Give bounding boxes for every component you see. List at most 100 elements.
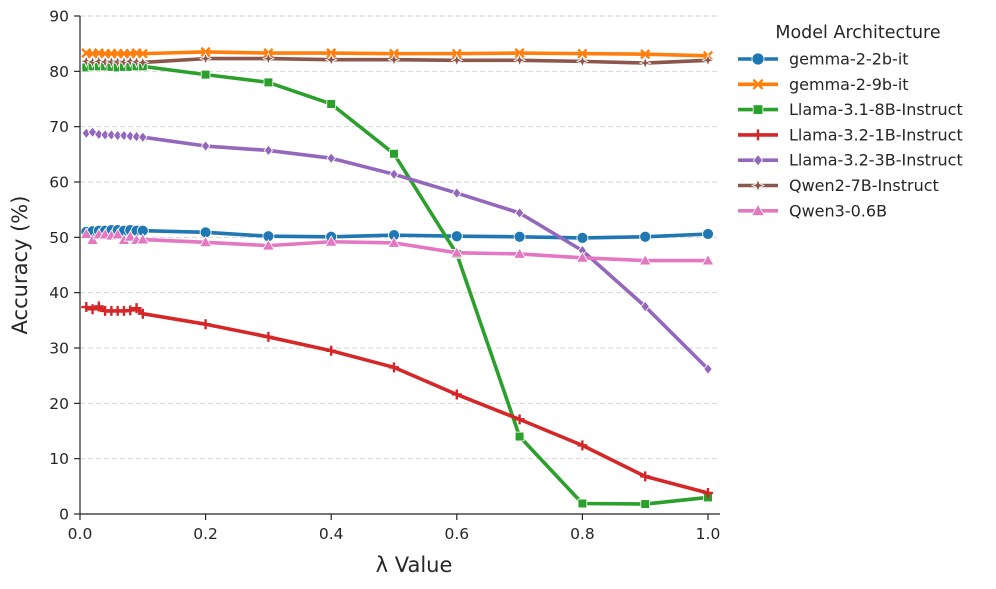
data-point (387, 53, 401, 67)
data-point (113, 129, 123, 142)
y-tick-label: 50 (49, 229, 69, 247)
data-point (577, 48, 588, 59)
data-point (389, 148, 399, 159)
data-point (701, 53, 715, 67)
data-point (577, 498, 588, 509)
series-llama-3-1-8b-instruct (81, 61, 713, 509)
series-layer (79, 46, 715, 509)
data-point (81, 302, 92, 313)
data-point (387, 236, 401, 248)
legend-label: gemma-2-9b-it (789, 75, 909, 94)
legend-marker (751, 52, 765, 66)
y-tick-label: 60 (49, 174, 69, 192)
data-point (326, 345, 337, 356)
data-point (263, 144, 274, 157)
data-point (92, 54, 106, 68)
data-point (451, 389, 462, 400)
data-point (514, 207, 525, 219)
legend-label: Llama-3.2-3B-Instruct (789, 151, 963, 170)
x-axis-title: λ Value (376, 553, 453, 577)
series-qwen2-7b-instruct (79, 52, 715, 70)
data-point (640, 499, 650, 509)
data-point (701, 253, 715, 266)
y-tick-label: 90 (49, 8, 69, 26)
data-point (125, 130, 135, 142)
data-point (87, 304, 98, 315)
y-axis-title: Accuracy (%) (8, 196, 32, 335)
data-point (326, 99, 336, 109)
y-tick-label: 10 (49, 450, 69, 468)
data-point (137, 308, 148, 319)
data-point (79, 54, 93, 68)
legend-entry: Llama-3.1-8B-Instruct (738, 100, 963, 119)
data-point (576, 231, 589, 244)
data-point (514, 414, 525, 425)
data-point (93, 301, 104, 312)
series-line (85, 130, 710, 371)
data-point (129, 55, 144, 69)
y-tick-label: 70 (49, 118, 69, 136)
legend-entry: Llama-3.2-3B-Instruct (738, 151, 963, 170)
data-point (703, 363, 713, 375)
legend-entry: Qwen2-7B-Instruct (738, 176, 939, 195)
data-point (199, 235, 213, 248)
legend-label: Llama-3.1-8B-Instruct (789, 100, 963, 119)
legend-title: Model Architecture (775, 23, 940, 43)
legend-label: Llama-3.2-1B-Instruct (789, 125, 963, 144)
legend-entry: gemma-2-2b-it (738, 50, 909, 69)
data-point (640, 471, 651, 482)
data-point (100, 129, 110, 141)
legend-marker (752, 129, 764, 141)
series-line (85, 64, 709, 506)
data-point (131, 130, 142, 143)
legend-label: Qwen3-0.6B (789, 201, 887, 220)
data-point (200, 140, 211, 152)
series-llama-3-2-3b-instruct (81, 126, 713, 375)
series-qwen3-0-6b (79, 227, 715, 266)
legend-marker (750, 203, 766, 216)
data-point (513, 230, 526, 243)
legend-label: gemma-2-2b-it (789, 50, 909, 69)
data-point (703, 487, 713, 498)
data-point (326, 152, 336, 165)
y-tick-label: 40 (49, 284, 69, 302)
x-tick-label: 0.8 (570, 525, 595, 543)
series-line (85, 304, 709, 495)
data-point (450, 246, 464, 258)
data-point (389, 362, 399, 373)
x-tick-label: 0.6 (444, 525, 469, 543)
x-tick-label: 0.0 (68, 525, 93, 543)
data-point (200, 69, 211, 80)
data-point (125, 305, 136, 316)
legend-marker (752, 153, 764, 167)
data-point (131, 303, 142, 314)
data-point (639, 230, 652, 243)
x-tick-label: 0.2 (193, 525, 218, 543)
data-point (138, 131, 148, 144)
y-tick-label: 0 (59, 506, 69, 524)
data-point (640, 49, 651, 60)
series-gemma-2-9b-it (81, 46, 714, 61)
data-point (575, 54, 589, 68)
data-point (261, 52, 275, 66)
data-point (263, 77, 274, 88)
data-point (200, 319, 211, 330)
data-point (94, 128, 104, 141)
x-axis-ticks: 0.0 0.2 0.4 0.6 0.8 1.0 (68, 514, 720, 543)
data-point (638, 253, 652, 266)
data-point (261, 239, 275, 251)
legend-marker (752, 104, 764, 115)
y-tick-label: 20 (49, 395, 69, 413)
series-llama-3-2-1b-instruct (81, 301, 713, 498)
data-point (111, 227, 125, 240)
y-tick-label: 30 (49, 340, 69, 358)
data-point (389, 168, 399, 181)
legend: Model Architecture gemma-2-2b-it gemma-2-… (738, 23, 963, 220)
data-point (514, 48, 525, 59)
data-point (513, 247, 527, 259)
data-point (324, 53, 338, 67)
data-point (452, 187, 462, 199)
data-point (450, 230, 463, 243)
legend-label: Qwen2-7B-Instruct (789, 176, 939, 195)
